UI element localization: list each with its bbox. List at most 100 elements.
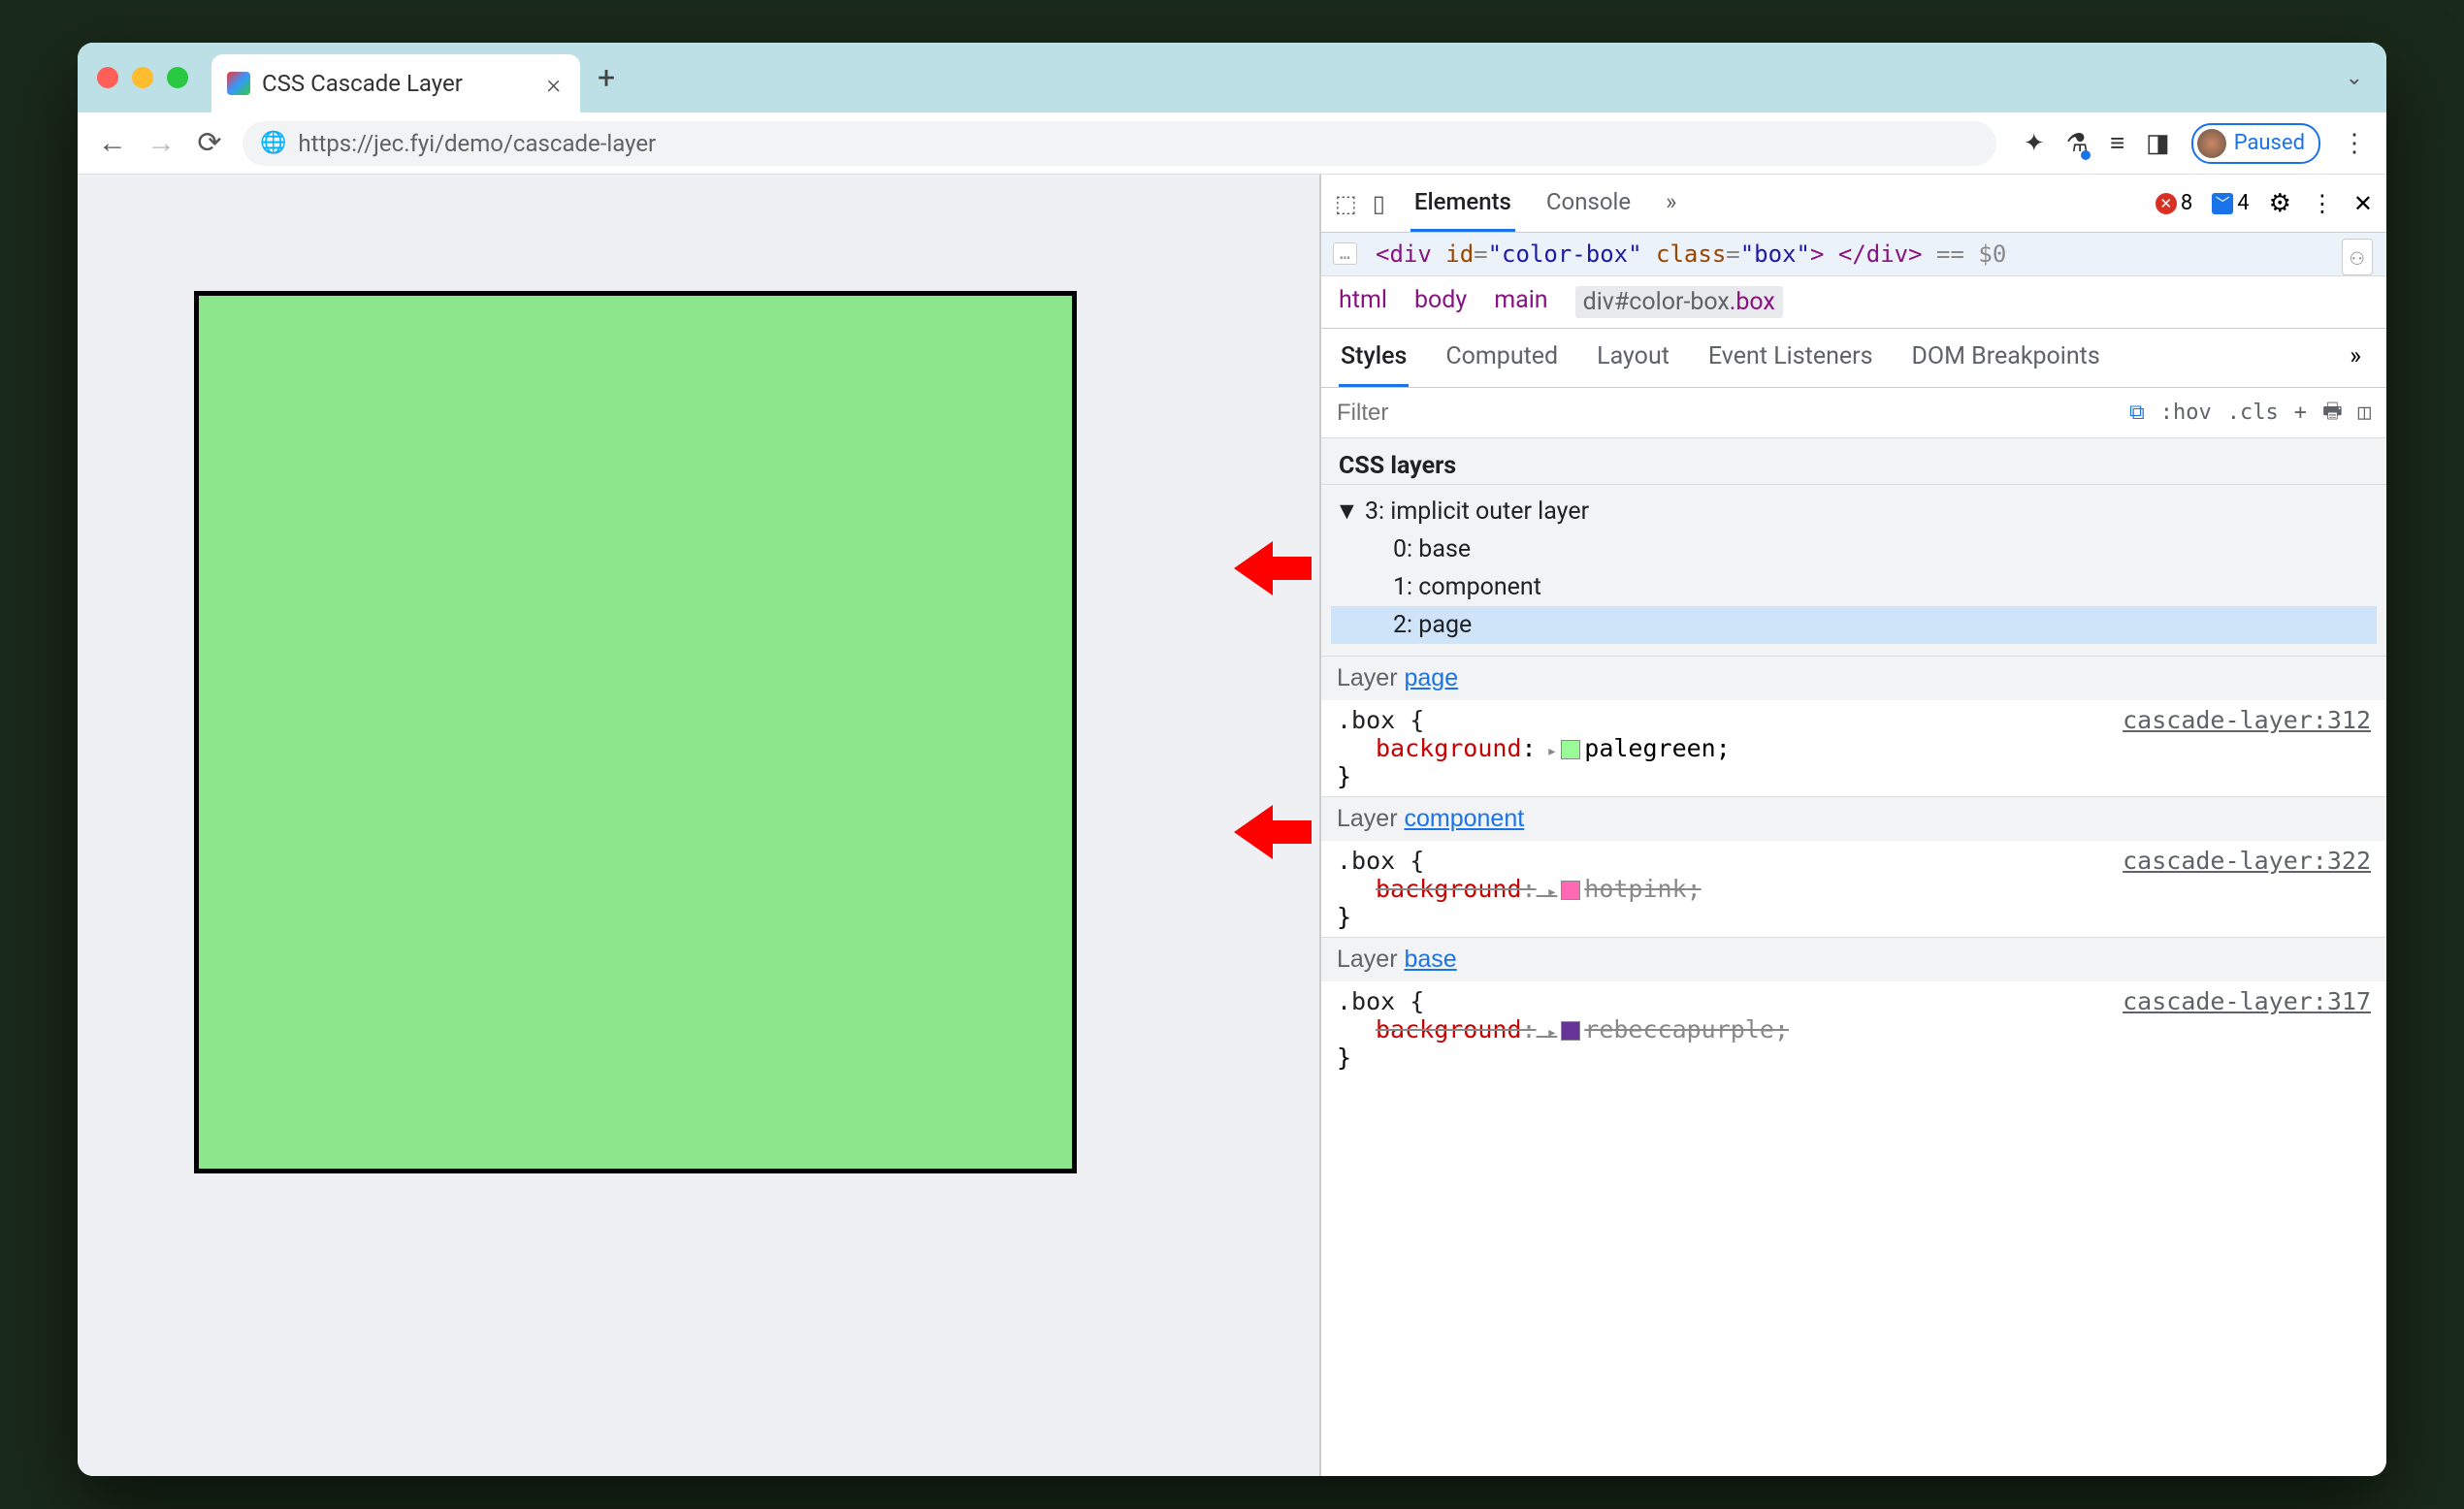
tab-list-button[interactable]: ⌄ bbox=[2346, 66, 2363, 90]
expand-icon[interactable]: ▸ bbox=[1537, 1022, 1558, 1043]
filter-row: ⧉ :hov .cls + 🖶 ◫ bbox=[1321, 388, 2386, 438]
source-link[interactable]: cascade-layer:317 bbox=[2123, 987, 2371, 1015]
subtab-styles[interactable]: Styles bbox=[1339, 329, 1409, 387]
new-tab-button[interactable]: + bbox=[598, 59, 615, 96]
new-rule-button[interactable]: + bbox=[2294, 401, 2307, 425]
style-rules: Layer page.box {cascade-layer:312backgro… bbox=[1321, 656, 2386, 1077]
menu-button[interactable]: ⋮ bbox=[2342, 129, 2367, 158]
forward-button[interactable]: → bbox=[146, 126, 177, 160]
print-icon[interactable]: 🖶 bbox=[2322, 395, 2343, 432]
crumb-html[interactable]: html bbox=[1339, 286, 1387, 318]
page-viewport bbox=[78, 175, 1319, 1476]
color-swatch[interactable] bbox=[1561, 740, 1580, 759]
layer-link[interactable]: component bbox=[1404, 805, 1524, 832]
declaration[interactable]: background: ▸hotpink; bbox=[1337, 875, 2371, 903]
expand-icon[interactable]: ▸ bbox=[1537, 741, 1558, 761]
layer-link[interactable]: page bbox=[1404, 664, 1458, 691]
close-devtools-icon[interactable]: ✕ bbox=[2353, 190, 2373, 217]
browser-window: CSS Cascade Layer × + ⌄ ← → ⟳ 🌐 https://… bbox=[78, 43, 2386, 1476]
color-swatch[interactable] bbox=[1561, 881, 1580, 900]
css-layers-section: CSS layers bbox=[1321, 438, 2386, 485]
error-count-badge[interactable]: ✕ 8 bbox=[2156, 191, 2192, 215]
reload-button[interactable]: ⟳ bbox=[194, 126, 225, 160]
breadcrumb: html body main div#color-box.box bbox=[1321, 276, 2386, 329]
tab-elements[interactable]: Elements bbox=[1410, 175, 1515, 232]
subtab-computed[interactable]: Computed bbox=[1443, 329, 1560, 387]
prop-name: background bbox=[1376, 875, 1522, 903]
dom-attr-class: class bbox=[1656, 241, 1726, 268]
error-count: 8 bbox=[2181, 191, 2192, 215]
declaration[interactable]: background: ▸rebeccapurple; bbox=[1337, 1015, 2371, 1043]
crumb-main[interactable]: main bbox=[1494, 286, 1547, 318]
device-toolbar-icon[interactable]: ▯ bbox=[1373, 190, 1385, 217]
layer-header: Layer component bbox=[1321, 797, 2386, 841]
source-link[interactable]: cascade-layer:322 bbox=[2123, 847, 2371, 875]
settings-icon[interactable]: ⚙ bbox=[2269, 189, 2291, 218]
tab-more[interactable]: » bbox=[1662, 175, 1680, 232]
subtab-more[interactable]: » bbox=[2342, 329, 2369, 387]
annotation-arrow-1 bbox=[1234, 537, 1312, 599]
close-tab-icon[interactable]: × bbox=[546, 68, 561, 100]
back-button[interactable]: ← bbox=[97, 126, 128, 160]
layer-header: Layer page bbox=[1321, 657, 2386, 700]
minimize-window-button[interactable] bbox=[132, 67, 153, 88]
experiments-icon[interactable]: ⚗ bbox=[2066, 129, 2089, 158]
rule-close: } bbox=[1337, 903, 2371, 931]
crumb-selected[interactable]: div#color-box.box bbox=[1575, 286, 1783, 318]
panel-icon[interactable]: ◨ bbox=[2146, 129, 2170, 158]
styles-tabs: Styles Computed Layout Event Listeners D… bbox=[1321, 329, 2386, 388]
style-rule[interactable]: .box {cascade-layer:322background: ▸hotp… bbox=[1321, 841, 2386, 937]
style-rule[interactable]: .box {cascade-layer:312background: ▸pale… bbox=[1321, 700, 2386, 796]
dom-val-class: "box" bbox=[1740, 241, 1810, 268]
style-rule-block: Layer component.box {cascade-layer:322ba… bbox=[1321, 796, 2386, 937]
annotation-arrow-2 bbox=[1234, 801, 1312, 863]
ellipsis-icon[interactable]: … bbox=[1333, 242, 1357, 265]
layer-link[interactable]: base bbox=[1404, 946, 1456, 973]
close-window-button[interactable] bbox=[97, 67, 118, 88]
toolbar: ← → ⟳ 🌐 https://jec.fyi/demo/cascade-lay… bbox=[78, 112, 2386, 175]
hov-toggle[interactable]: :hov bbox=[2160, 401, 2212, 425]
layer-child-0[interactable]: 0: base bbox=[1331, 530, 2377, 568]
dom-tag-close: > </div> bbox=[1810, 241, 1923, 268]
subtab-dombreakpoints[interactable]: DOM Breakpoints bbox=[1910, 329, 2102, 387]
toolbar-icons: ✦ ⚗ ≡ ◨ Paused ⋮ bbox=[2024, 123, 2367, 164]
devtools-menu-icon[interactable]: ⋮ bbox=[2311, 190, 2334, 217]
subtab-eventlisteners[interactable]: Event Listeners bbox=[1706, 329, 1875, 387]
dom-val-id: "color-box" bbox=[1488, 241, 1642, 268]
rule-close: } bbox=[1337, 1043, 2371, 1072]
address-bar[interactable]: 🌐 https://jec.fyi/demo/cascade-layer bbox=[243, 121, 1996, 166]
error-icon: ✕ bbox=[2156, 193, 2177, 214]
browser-tab[interactable]: CSS Cascade Layer × bbox=[211, 54, 580, 112]
style-rule[interactable]: .box { cascade-layer:317background: ▸rebe… bbox=[1321, 981, 2386, 1077]
extensions-icon[interactable]: ✦ bbox=[2024, 129, 2045, 158]
prop-name: background bbox=[1376, 734, 1522, 762]
dom-suffix: == $0 bbox=[1936, 241, 2006, 268]
playlist-icon[interactable]: ≡ bbox=[2110, 128, 2124, 158]
layers-toggle-icon[interactable]: ⧉ bbox=[2129, 401, 2145, 425]
style-rule-block: Layer base.box {cascade-layer:317backgro… bbox=[1321, 937, 2386, 1077]
cls-toggle[interactable]: .cls bbox=[2227, 401, 2279, 425]
prop-name: background bbox=[1376, 1015, 1522, 1043]
accessibility-icon[interactable]: ⚇ bbox=[2342, 239, 2373, 275]
color-box bbox=[194, 291, 1077, 1173]
paused-profile-pill[interactable]: Paused bbox=[2191, 123, 2320, 164]
layer-root[interactable]: 3: implicit outer layer bbox=[1331, 493, 2377, 530]
crumb-body[interactable]: body bbox=[1414, 286, 1467, 318]
layer-child-2[interactable]: 2: page bbox=[1331, 606, 2377, 644]
dom-selected-line[interactable]: … <div id="color-box" class="box"> </div… bbox=[1321, 233, 2386, 276]
selector: .box { bbox=[1337, 987, 1424, 1015]
subtab-layout[interactable]: Layout bbox=[1595, 329, 1671, 387]
filter-input[interactable] bbox=[1321, 400, 2114, 427]
source-link[interactable]: cascade-layer:312 bbox=[2123, 706, 2371, 734]
sidebar-toggle-icon[interactable]: ◫ bbox=[2358, 401, 2371, 425]
layer-child-1[interactable]: 1: component bbox=[1331, 568, 2377, 606]
expand-icon[interactable]: ▸ bbox=[1537, 882, 1558, 902]
tab-console[interactable]: Console bbox=[1542, 175, 1635, 232]
declaration[interactable]: background: ▸palegreen; bbox=[1337, 734, 2371, 762]
maximize-window-button[interactable] bbox=[167, 67, 188, 88]
message-count-badge[interactable]: ﹀ 4 bbox=[2212, 191, 2249, 215]
tab-title: CSS Cascade Layer bbox=[262, 70, 535, 97]
devtools-header: ⬚ ▯ Elements Console » ✕ 8 ﹀ 4 ⚙ bbox=[1321, 175, 2386, 233]
color-swatch[interactable] bbox=[1561, 1021, 1580, 1041]
inspect-icon[interactable]: ⬚ bbox=[1335, 190, 1357, 217]
